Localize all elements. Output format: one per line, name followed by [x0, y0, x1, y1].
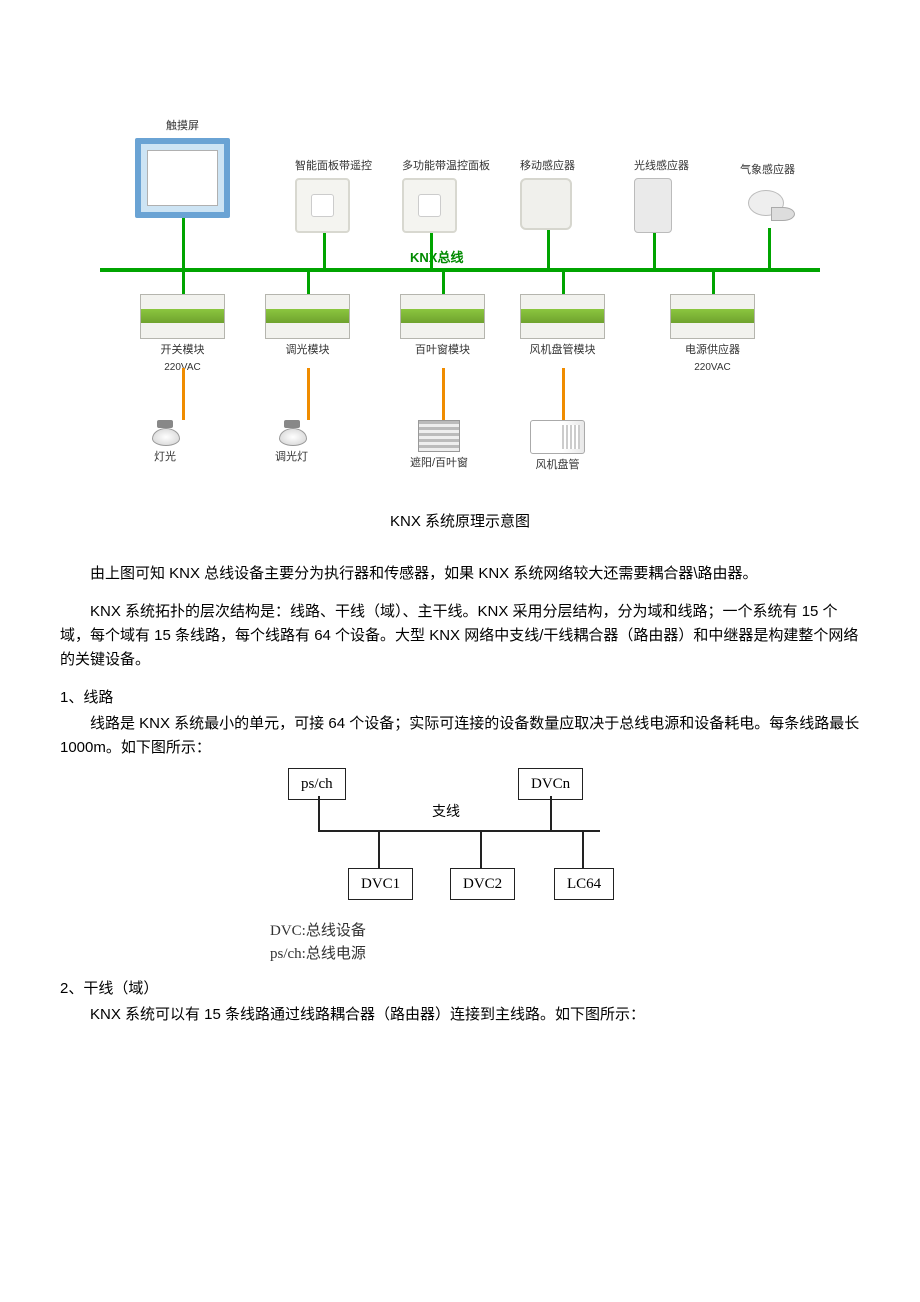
light-sensor-label: 光线感应器 — [634, 158, 689, 176]
bus-wire — [430, 228, 433, 268]
fcu-module-label: 风机盘管模块 — [520, 342, 605, 360]
section-2-body: KNX 系统可以有 15 条线路通过线路耦合器（路由器）连接到主线路。如下图所示… — [60, 1003, 860, 1027]
smart-panel-icon — [295, 178, 350, 233]
blind-icon — [418, 420, 460, 452]
switch-module-load: 灯光 — [150, 420, 180, 467]
paragraph-1: 由上图可知 KNX 总线设备主要分为执行器和传感器，如果 KNX 系统网络较大还… — [60, 562, 860, 586]
load-wire — [442, 368, 445, 420]
bus-wire — [323, 228, 326, 268]
weather-sensor: 气象感应器 — [740, 162, 795, 227]
blind-module-load: 遮阳/百叶窗 — [410, 420, 468, 473]
topo-box-psch: ps/ch — [288, 768, 346, 800]
weather-sensor-icon — [740, 182, 795, 227]
load-wire — [562, 368, 565, 420]
weather-sensor-label: 气象感应器 — [740, 162, 795, 180]
bus-wire — [712, 272, 715, 294]
fcu-module-icon — [520, 294, 605, 339]
lamp-icon — [277, 420, 307, 446]
light-sensor-icon — [634, 178, 672, 233]
switch-module-label: 开关模块 — [140, 342, 225, 360]
topo-wire — [480, 830, 482, 868]
blind-module: 百叶窗模块 — [400, 294, 485, 360]
bus-wire — [182, 272, 185, 294]
motion-sensor-label: 移动感应器 — [520, 158, 575, 176]
dimmer-module-icon — [265, 294, 350, 339]
load-wire — [307, 368, 310, 420]
smart-panel-label: 智能面板带遥控 — [295, 158, 372, 176]
bus-wire — [307, 272, 310, 294]
section-1-title: 线路 — [83, 689, 113, 706]
section-2-heading: 2、干线（域） — [60, 977, 860, 1001]
diagram-caption: KNX 系统原理示意图 — [60, 510, 860, 534]
dimmer-module: 调光模块 — [265, 294, 350, 360]
touchscreen-label: 触摸屏 — [135, 118, 230, 136]
line-topology-diagram: ps/ch DVCn 支线 DVC1 DVC2 LC64 — [270, 768, 650, 918]
fcu-module-load: 风机盘管 — [530, 420, 585, 475]
power-supply-label: 电源供应器 — [670, 342, 755, 360]
lamp-icon — [150, 420, 180, 446]
topo-note-2: ps/ch:总线电源 — [270, 943, 650, 966]
thermo-panel: 多功能带温控面板 — [402, 158, 490, 233]
section-1-heading: 1、线路 — [60, 686, 860, 710]
paragraph-2: KNX 系统拓扑的层次结构是：线路、干线（域）、主干线。KNX 采用分层结构，分… — [60, 600, 860, 672]
topo-wire — [318, 796, 320, 830]
section-1-body: 线路是 KNX 系统最小的单元，可接 64 个设备；实际可连接的设备数量应取决于… — [60, 712, 860, 760]
section-2-title: 干线（域） — [83, 980, 158, 997]
power-supply-icon — [670, 294, 755, 339]
blind-module-label: 百叶窗模块 — [400, 342, 485, 360]
topo-wire — [378, 830, 380, 868]
topo-trunk-line — [318, 830, 600, 832]
topo-box-dvc2: DVC2 — [450, 868, 515, 900]
bus-wire — [182, 215, 185, 268]
bus-wire — [562, 272, 565, 294]
topo-note-1: DVC:总线设备 — [270, 920, 650, 943]
thermo-panel-label: 多功能带温控面板 — [402, 158, 490, 176]
topology-notes: DVC:总线设备 ps/ch:总线电源 — [270, 920, 650, 965]
blind-module-icon — [400, 294, 485, 339]
topo-wire — [582, 830, 584, 868]
power-supply-ac-label: 220VAC — [670, 360, 755, 376]
topo-branch-label: 支线 — [432, 802, 460, 824]
thermo-panel-icon — [402, 178, 457, 233]
fcu-icon — [530, 420, 585, 454]
switch-module-load-label: 灯光 — [150, 449, 180, 467]
fcu-module-load-label: 风机盘管 — [530, 457, 585, 475]
switch-module: 开关模块220VAC — [140, 294, 225, 376]
dimmer-module-load-label: 调光灯 — [275, 449, 308, 467]
light-sensor: 光线感应器 — [634, 158, 689, 233]
section-1-num: 1、 — [60, 689, 83, 706]
smart-panel: 智能面板带遥控 — [295, 158, 372, 233]
touchscreen-icon — [135, 138, 230, 218]
touchscreen: 触摸屏 — [135, 118, 230, 218]
topo-wire — [550, 796, 552, 830]
bus-wire — [442, 272, 445, 294]
dimmer-module-load: 调光灯 — [275, 420, 308, 467]
topo-box-lc64: LC64 — [554, 868, 614, 900]
bus-wire — [768, 228, 771, 268]
bus-wire — [653, 228, 656, 268]
blind-module-load-label: 遮阳/百叶窗 — [410, 455, 468, 473]
dimmer-module-label: 调光模块 — [265, 342, 350, 360]
topo-box-dvc1: DVC1 — [348, 868, 413, 900]
knx-bus-label: KNX总线 — [410, 248, 463, 269]
bus-wire — [547, 228, 550, 268]
fcu-module: 风机盘管模块 — [520, 294, 605, 360]
switch-module-icon — [140, 294, 225, 339]
section-2-num: 2、 — [60, 980, 83, 997]
motion-sensor: 移动感应器 — [520, 158, 575, 230]
motion-sensor-icon — [520, 178, 572, 230]
load-wire — [182, 368, 185, 420]
power-supply: 电源供应器220VAC — [670, 294, 755, 376]
knx-system-diagram: KNX总线 触摸屏智能面板带遥控 多功能带温控面板 移动感应器 光线感应器 气象感应器开… — [80, 100, 840, 500]
